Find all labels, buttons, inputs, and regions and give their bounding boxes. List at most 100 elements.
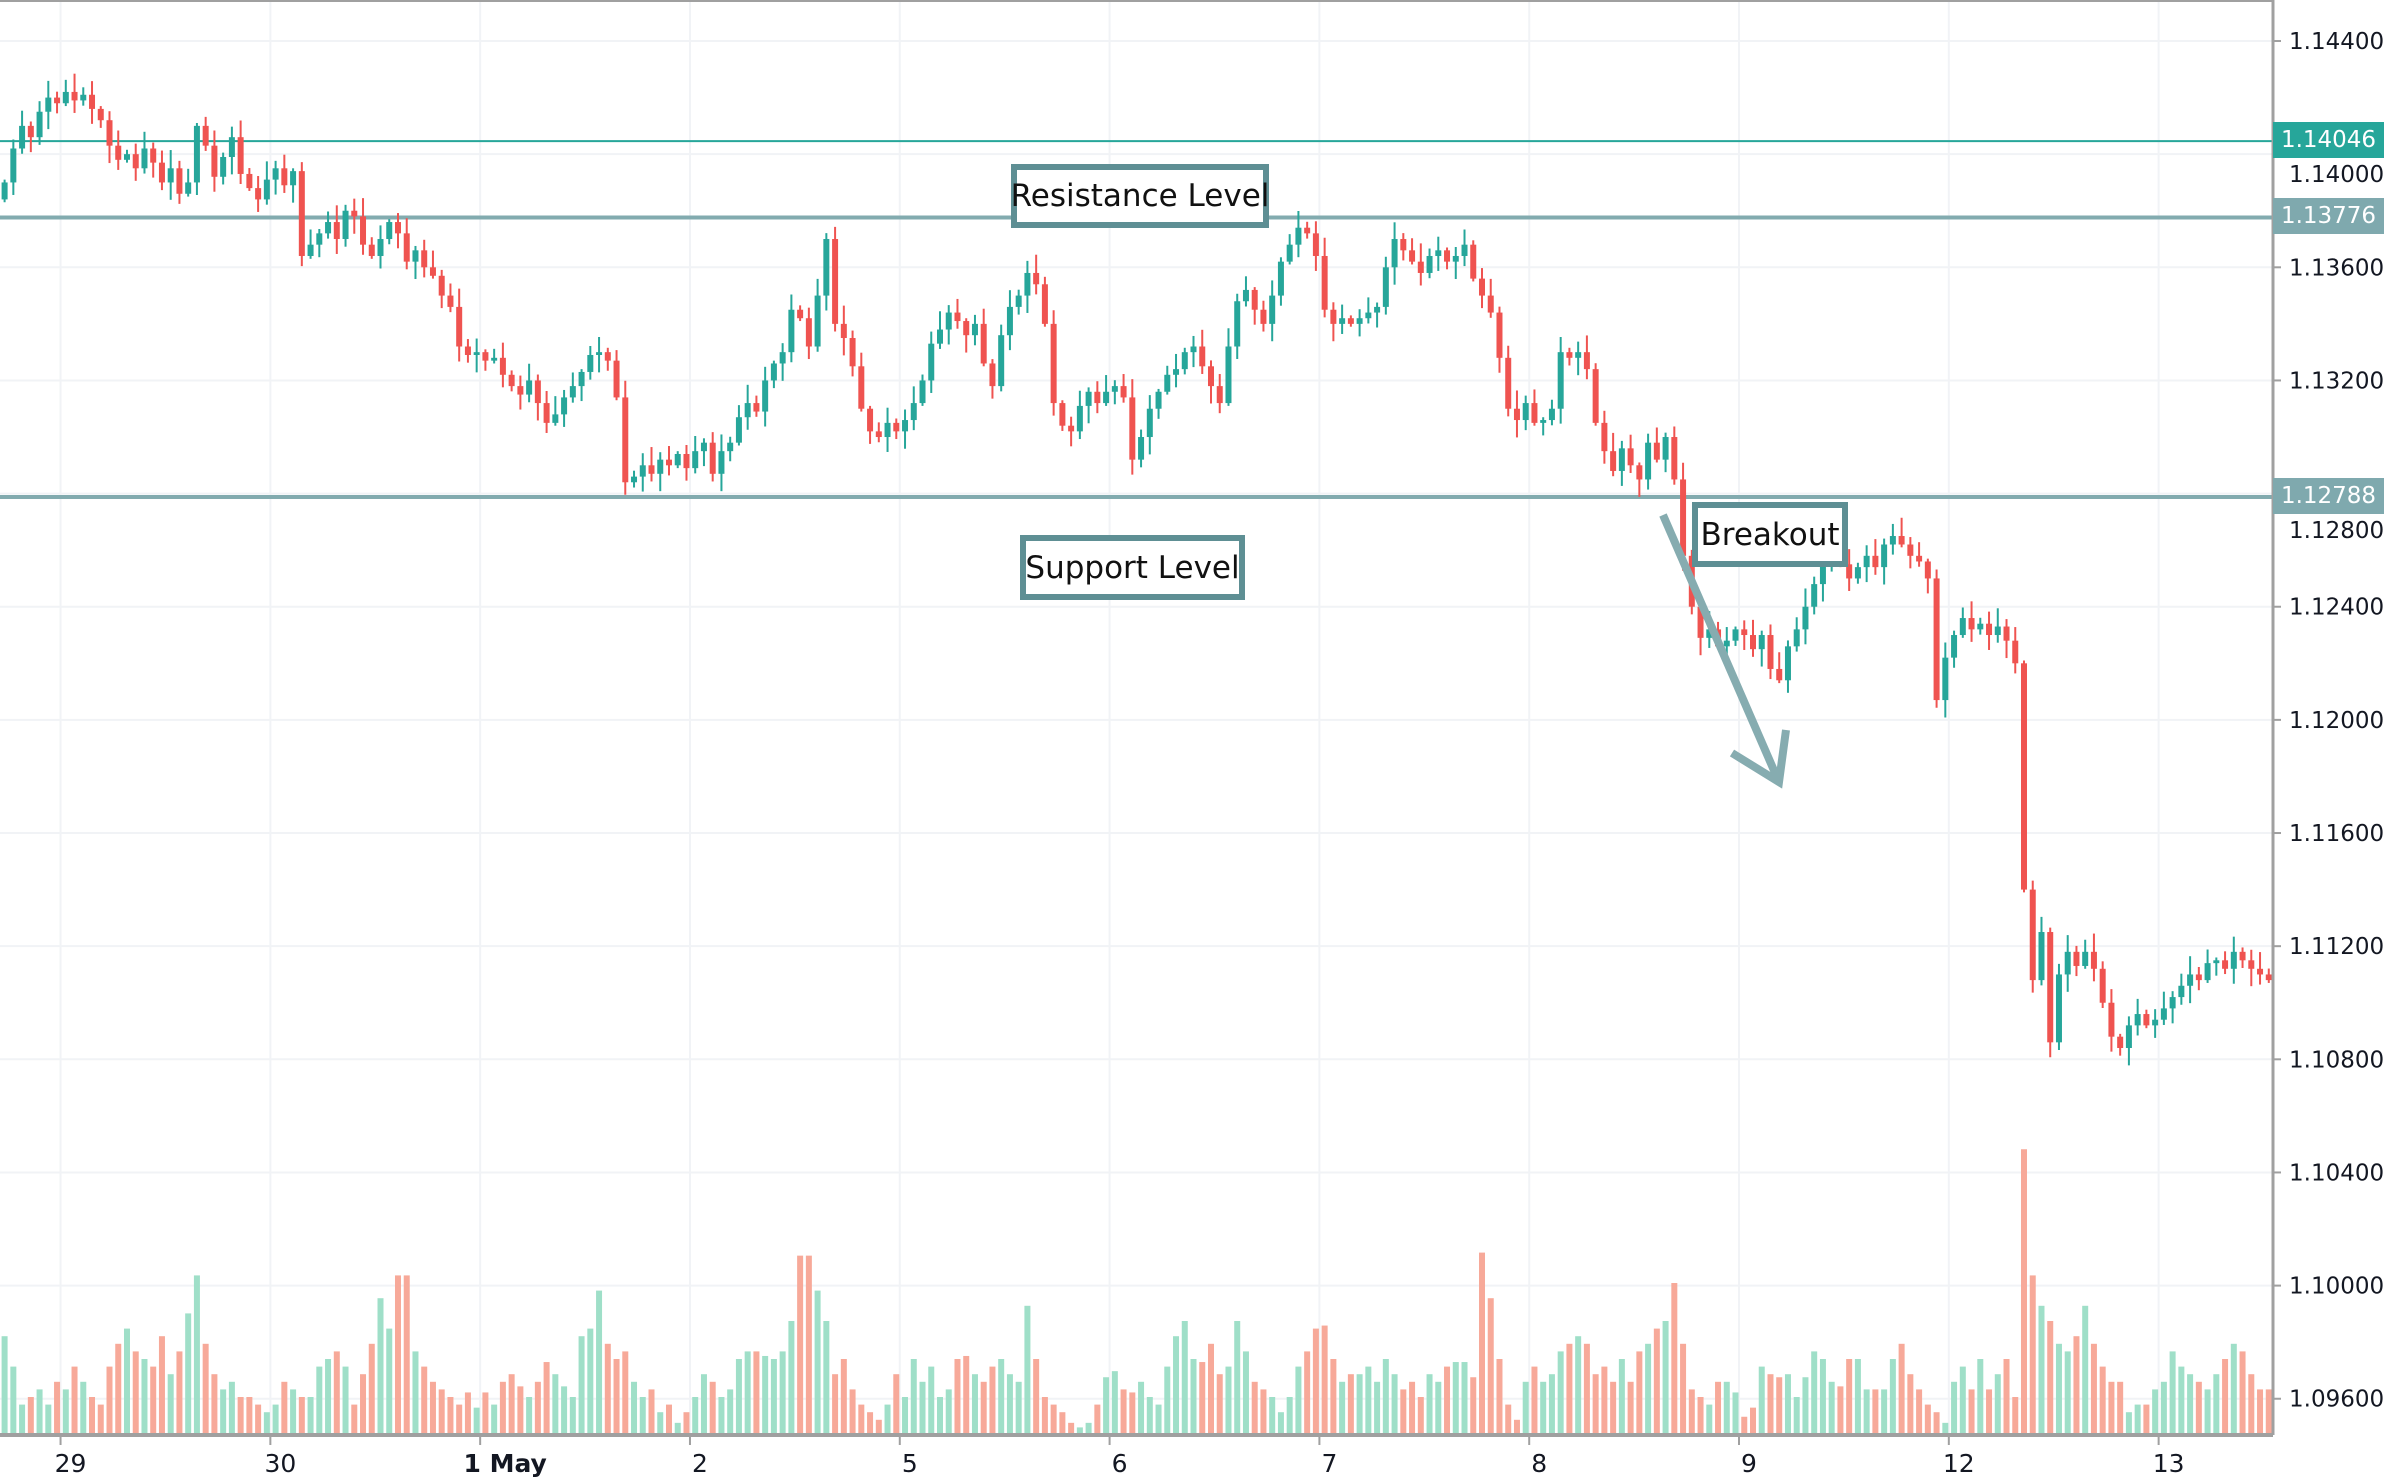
volume-bar <box>1732 1392 1739 1435</box>
candle-body <box>1006 306 1013 336</box>
candle-body <box>438 275 445 296</box>
volume-bar <box>945 1389 952 1435</box>
x-tick-label: 5 <box>902 1449 918 1478</box>
candle-body <box>919 380 926 404</box>
volume-bar <box>1076 1427 1083 1435</box>
volume-bar <box>185 1313 192 1435</box>
candle-body <box>2134 1014 2141 1026</box>
volume-bar <box>482 1392 489 1435</box>
candle-body <box>1041 284 1048 324</box>
candle-body <box>1662 437 1669 460</box>
volume-bar <box>272 1404 279 1435</box>
volume-bar <box>1068 1422 1075 1435</box>
candle-body <box>902 420 909 432</box>
candle-body <box>517 386 524 395</box>
candle-body <box>1103 391 1110 404</box>
candle-body <box>1575 352 1582 358</box>
candle-body <box>1566 352 1573 358</box>
volume-bar <box>1199 1362 1206 1435</box>
volume-bar <box>1505 1404 1512 1435</box>
candle-body <box>1959 618 1966 636</box>
volume-bar <box>963 1355 970 1435</box>
volume-bar <box>211 1374 218 1435</box>
volume-bar <box>849 1389 856 1435</box>
volume-bar <box>386 1328 393 1435</box>
candle-body <box>368 244 375 256</box>
volume-bar <box>1006 1374 1013 1435</box>
volume-bar <box>1557 1351 1564 1435</box>
resistance-level-label: Resistance Level <box>1011 164 1269 228</box>
candle-body <box>2125 1025 2132 1048</box>
candle-body <box>62 91 69 104</box>
candle-body <box>325 222 332 234</box>
candle-body <box>1986 623 1993 636</box>
volume-bar <box>1819 1359 1826 1435</box>
volume-bar <box>1339 1381 1346 1435</box>
candle-body <box>998 335 1005 387</box>
candle-body <box>211 145 218 177</box>
candle-body <box>526 380 533 395</box>
candle-body <box>185 182 192 194</box>
volume-bar <box>1304 1351 1311 1435</box>
candle-body <box>1050 323 1057 404</box>
candle-body <box>1155 391 1162 409</box>
volume-bar <box>2143 1404 2150 1435</box>
volume-bar <box>1854 1359 1861 1435</box>
candle-body <box>1242 289 1249 302</box>
volume-bar <box>2064 1351 2071 1435</box>
candle-body <box>2143 1014 2150 1026</box>
candle-body <box>1601 422 1608 452</box>
volume-bar <box>893 1374 900 1435</box>
volume-bar <box>1977 1359 1984 1435</box>
candle-body <box>1697 606 1704 638</box>
candle-body <box>622 397 629 483</box>
candle-body <box>2108 1002 2115 1037</box>
volume-bar <box>2213 1374 2220 1435</box>
volume-bar <box>1129 1392 1136 1435</box>
candle-body <box>421 250 428 268</box>
candle-body <box>1548 408 1555 421</box>
candle-body <box>1024 272 1031 296</box>
candle-body <box>884 422 891 438</box>
candle-body <box>1435 250 1442 256</box>
volume-bar <box>2099 1366 2106 1435</box>
volume-bar <box>1470 1377 1477 1435</box>
volume-bar <box>220 1389 227 1435</box>
candle-body <box>1933 578 1940 701</box>
candle-body <box>631 476 638 483</box>
volume-bar <box>770 1359 777 1435</box>
candle-body <box>237 137 244 174</box>
candle-body <box>971 323 978 336</box>
volume-bar <box>1924 1404 1931 1435</box>
volume-bar <box>2082 1305 2089 1435</box>
volume-bar <box>1959 1366 1966 1435</box>
candle-body <box>394 222 401 234</box>
volume-bar <box>604 1343 611 1435</box>
candle-body <box>1216 386 1223 404</box>
volume-bar <box>1286 1397 1293 1435</box>
volume-bar <box>1618 1359 1625 1435</box>
candle-body <box>1277 261 1284 296</box>
volume-bar <box>132 1351 139 1435</box>
candle-body <box>447 295 454 307</box>
volume-bar <box>1111 1371 1118 1435</box>
candle-body <box>307 244 314 256</box>
candle-body <box>1330 309 1337 324</box>
candle-body <box>1583 352 1590 370</box>
candle-body <box>36 111 43 138</box>
volume-bar <box>2230 1343 2237 1435</box>
volume-bar <box>1120 1389 1127 1435</box>
candle-body <box>246 173 253 189</box>
volume-bar <box>2003 1359 2010 1435</box>
volume-bar <box>2047 1321 2054 1435</box>
candle-body <box>272 168 279 180</box>
y-tick-label: 1.14400 <box>2289 29 2384 55</box>
candle-body <box>1382 267 1389 307</box>
volume-bar <box>954 1359 961 1435</box>
volume-bar <box>1242 1351 1249 1435</box>
volume-bar <box>1059 1412 1066 1435</box>
volume-bar <box>2160 1381 2167 1435</box>
candle-body <box>718 451 725 474</box>
candle-body <box>1400 239 1407 251</box>
